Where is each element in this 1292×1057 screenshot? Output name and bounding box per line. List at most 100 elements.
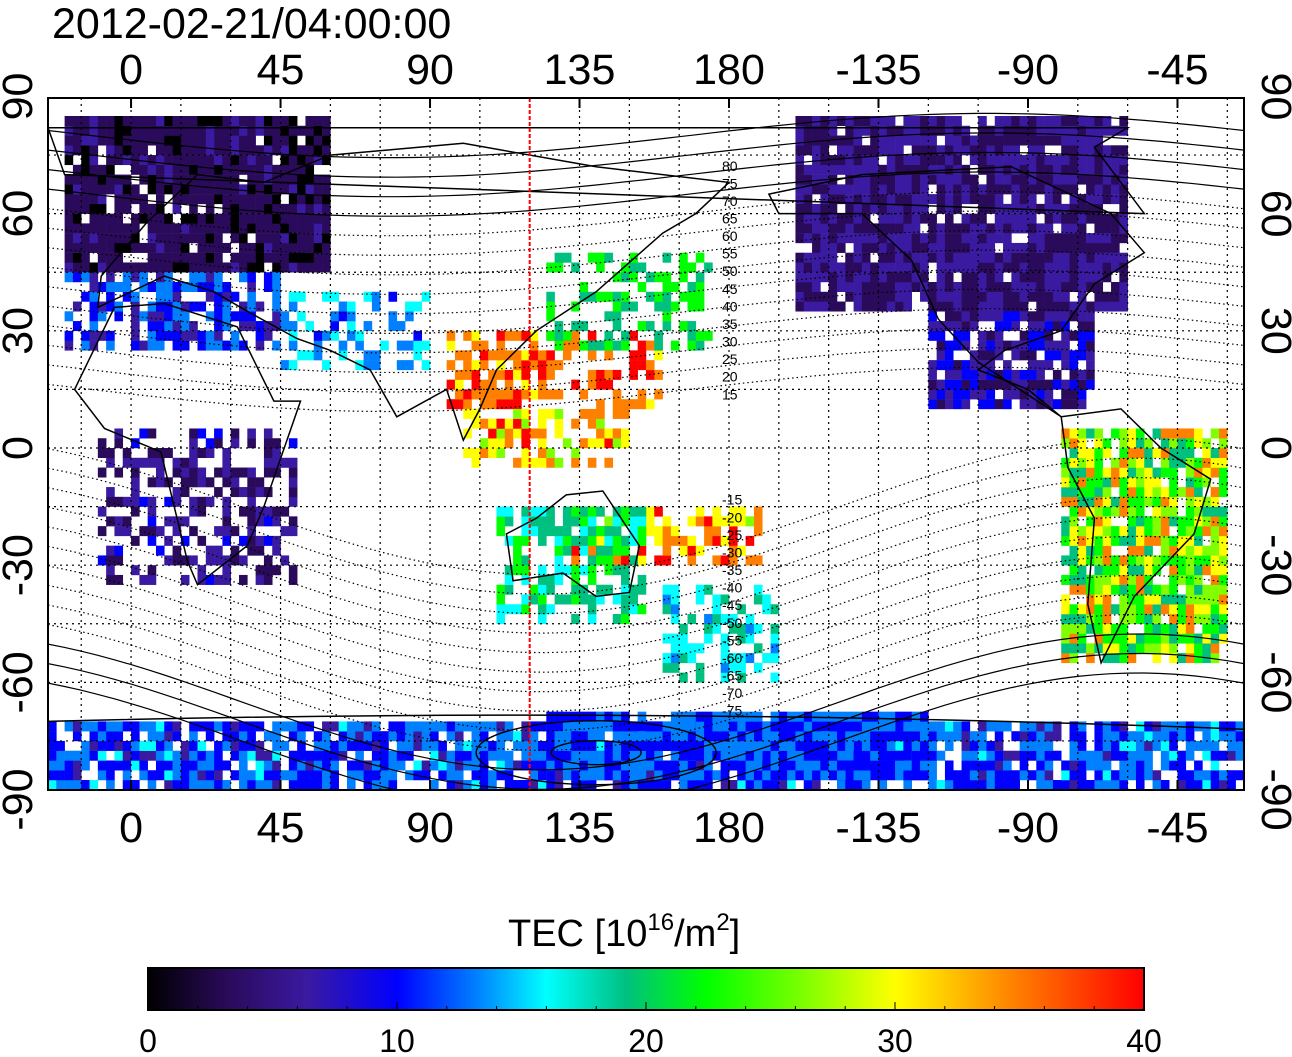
tec-cell xyxy=(928,311,937,322)
tec-cell xyxy=(504,350,514,361)
tec-cell xyxy=(612,555,622,566)
tec-cell xyxy=(180,281,190,292)
tec-cell xyxy=(596,526,605,537)
tec-cell xyxy=(1027,330,1037,341)
tec-cell xyxy=(64,721,74,732)
tec-cell xyxy=(537,506,547,517)
tec-cell xyxy=(1169,457,1178,468)
tec-cell xyxy=(180,487,190,498)
tec-cell xyxy=(405,311,414,322)
tec-cell xyxy=(1119,115,1128,126)
tec-cell xyxy=(346,321,356,332)
tec-cell xyxy=(637,574,647,585)
tec-cell xyxy=(944,155,954,166)
tec-cell xyxy=(114,438,124,449)
tec-cell xyxy=(479,740,489,751)
tec-cell xyxy=(953,301,962,312)
tec-cell xyxy=(230,223,240,234)
tec-cell xyxy=(861,760,871,771)
tec-cell xyxy=(313,330,323,341)
tec-cell xyxy=(197,496,207,507)
tec-cell xyxy=(446,731,456,742)
tec-cell xyxy=(1185,789,1195,790)
tec-cell xyxy=(1019,340,1029,351)
tec-cell xyxy=(1135,516,1145,527)
tec-cell xyxy=(363,770,373,781)
tec-cell xyxy=(222,321,232,332)
tec-cell xyxy=(330,321,339,332)
tec-cell xyxy=(1102,438,1112,449)
isoline xyxy=(48,308,1244,354)
tec-cell xyxy=(836,301,846,312)
tec-cell xyxy=(1135,731,1145,742)
tec-cell xyxy=(1027,262,1037,273)
tec-cell xyxy=(239,115,248,126)
tec-cell xyxy=(621,330,630,341)
tec-cell xyxy=(1144,555,1153,566)
tec-cell xyxy=(1135,457,1145,468)
tec-cell xyxy=(571,711,580,722)
tec-cell xyxy=(89,155,99,166)
tec-cell xyxy=(953,721,962,732)
tec-cell xyxy=(155,545,165,556)
tec-cell xyxy=(81,272,90,283)
tec-cell xyxy=(621,291,630,302)
tec-cell xyxy=(928,389,937,400)
coastline xyxy=(48,126,1146,215)
tec-cell xyxy=(529,340,539,351)
tec-cell xyxy=(89,125,99,136)
tec-cell xyxy=(288,487,298,498)
tec-cell xyxy=(1210,487,1220,498)
tec-cell xyxy=(97,281,107,292)
tec-cell xyxy=(654,272,663,283)
tec-cell xyxy=(239,311,248,322)
tec-cell xyxy=(729,653,738,664)
tec-cell xyxy=(953,252,962,263)
tec-cell xyxy=(704,526,713,537)
tec-cell xyxy=(886,721,896,732)
tec-cell xyxy=(1044,203,1054,214)
tec-cell xyxy=(845,731,854,742)
tec-cell xyxy=(629,506,638,517)
tec-cell xyxy=(845,780,854,790)
tec-cell xyxy=(1160,467,1170,478)
tec-cell xyxy=(944,213,954,224)
coastline xyxy=(767,166,1146,418)
tec-cell xyxy=(670,653,680,664)
tec-cell xyxy=(454,750,464,761)
tec-cell xyxy=(928,360,937,371)
tec-cell xyxy=(1111,291,1120,302)
tec-cell xyxy=(928,379,937,390)
tec-cell xyxy=(463,750,472,761)
tec-cell xyxy=(313,262,323,273)
tec-cell xyxy=(1127,438,1137,449)
tec-cell xyxy=(961,780,971,790)
bottom-lon-label: -45 xyxy=(1146,804,1208,852)
tec-cell xyxy=(1111,155,1120,166)
tec-cell xyxy=(139,721,148,732)
tec-cell xyxy=(828,750,838,761)
tec-cell xyxy=(1111,194,1120,205)
tec-cell xyxy=(255,321,265,332)
tec-cell xyxy=(978,164,987,175)
tec-cell xyxy=(1003,789,1012,790)
tec-cell xyxy=(845,125,854,136)
tec-cell xyxy=(886,272,896,283)
tec-cell xyxy=(621,262,630,273)
tec-cell xyxy=(928,321,937,332)
tec-cell xyxy=(513,369,522,380)
tec-cell xyxy=(155,223,165,234)
tec-cell xyxy=(878,174,888,185)
tec-cell xyxy=(562,731,572,742)
tec-cell xyxy=(1027,360,1037,371)
tec-cell xyxy=(197,155,207,166)
tec-cell xyxy=(812,242,821,253)
tec-cell xyxy=(330,330,339,341)
top-lon-label: 0 xyxy=(119,46,143,94)
tec-cell xyxy=(978,242,987,253)
tec-cell xyxy=(928,194,937,205)
tec-cell xyxy=(944,242,954,253)
tec-cell xyxy=(870,291,879,302)
tec-cell xyxy=(928,145,937,156)
tec-cell xyxy=(1119,526,1128,537)
